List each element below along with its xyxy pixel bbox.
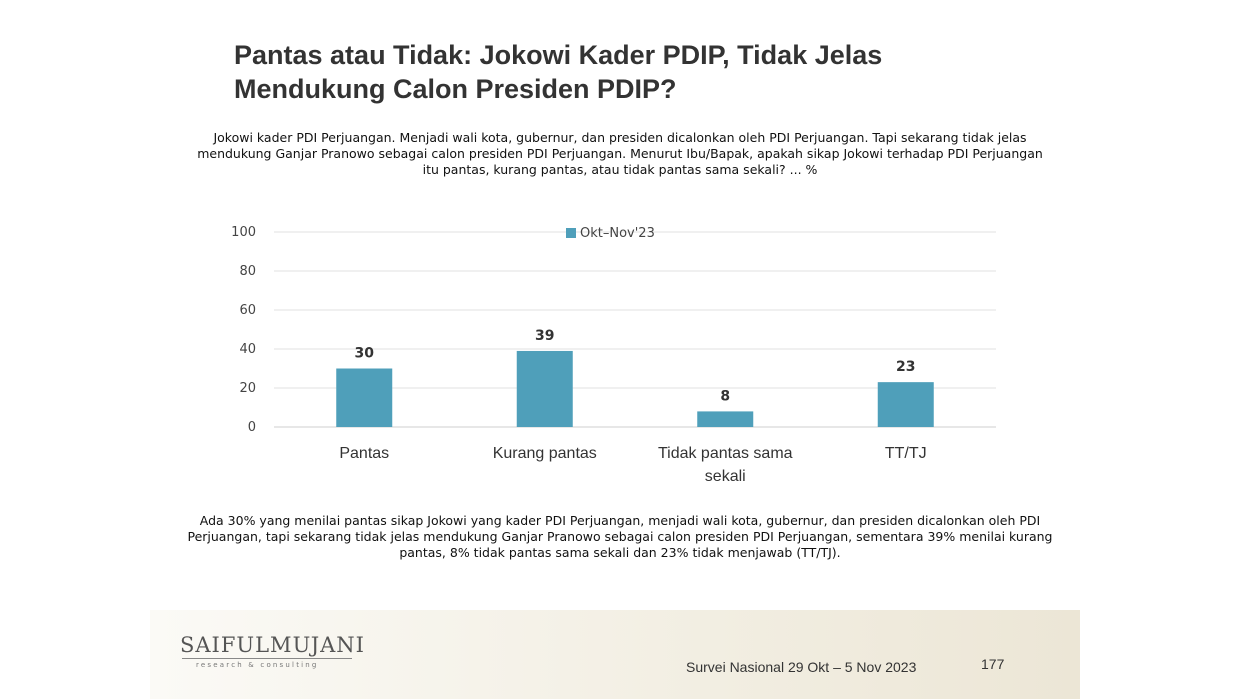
data-label: 39: [535, 328, 554, 344]
bar: [697, 411, 754, 427]
x-tick-label: TT/TJ: [885, 445, 927, 462]
legend-label: Okt–Nov'23: [580, 226, 655, 241]
brand-logo-subtitle: research & consulting: [196, 661, 319, 669]
y-tick-label: 100: [231, 225, 256, 240]
y-tick-label: 40: [239, 342, 256, 357]
y-tick-label: 20: [239, 381, 256, 396]
legend-swatch: [566, 228, 576, 238]
bar: [877, 382, 934, 427]
data-label: 8: [720, 388, 730, 404]
page-number: 177: [981, 656, 1005, 672]
x-tick-label: Pantas: [339, 445, 389, 462]
slide-title: Pantas atau Tidak: Jokowi Kader PDIP, Ti…: [234, 40, 883, 104]
data-label: 30: [355, 346, 375, 362]
data-label: 23: [896, 359, 915, 375]
summary-note: Ada 30% yang menilai pantas sikap Jokowi…: [187, 513, 1053, 560]
x-tick-label: Tidak pantas sama sekali: [658, 445, 793, 485]
brand-logo: SAIFULMUJANI: [180, 633, 365, 657]
bar: [516, 350, 573, 427]
y-tick-label: 60: [239, 303, 256, 318]
footer-band: [150, 610, 1080, 699]
bar-chart: 0 20 40 60 80 100 30 Pantas 39 Kurang pantas 8 Tida…: [231, 225, 996, 485]
survey-question: Jokowi kader PDI Perjuangan. Menjadi wal…: [197, 130, 1043, 177]
survey-label: Survei Nasional 29 Okt – 5 Nov 2023: [686, 659, 917, 675]
y-tick-label: 80: [239, 264, 256, 279]
y-tick-label: 0: [248, 420, 256, 435]
bar: [336, 368, 393, 427]
logo-divider: [182, 658, 352, 659]
x-tick-label: Kurang pantas: [493, 445, 597, 462]
